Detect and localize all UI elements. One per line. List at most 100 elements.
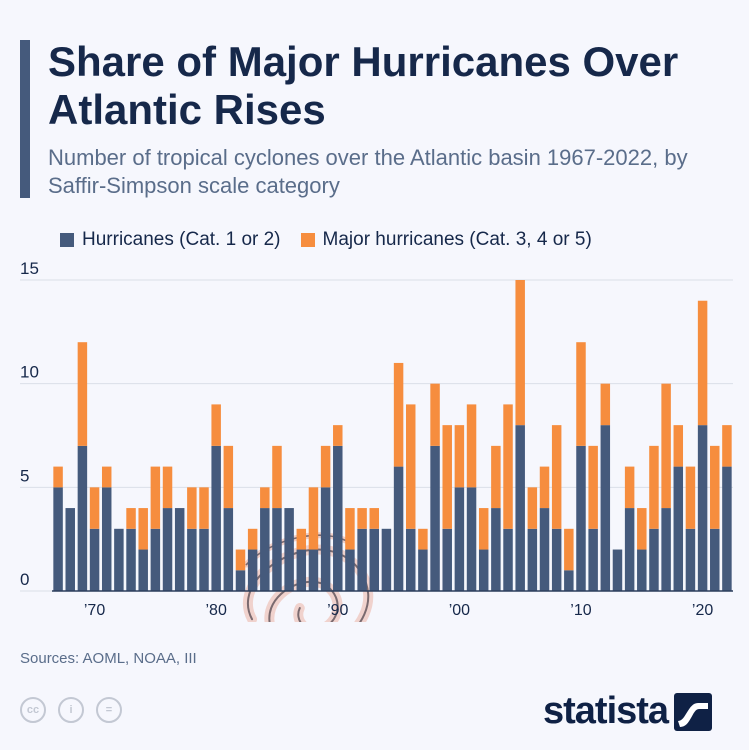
bar-hurricanes-1993 [369,528,380,591]
bar-major-2021 [710,445,720,529]
bar-major-1978 [187,487,197,529]
bar-hurricanes-2000 [454,487,465,591]
bar-hurricanes-1984 [260,508,270,591]
bar-hurricanes-1980 [211,445,221,591]
bar-hurricanes-1968 [65,508,75,591]
x-tick-label: ’10 [570,602,591,619]
attribution-icon[interactable]: i [58,697,84,723]
legend-label-major: Major hurricanes (Cat. 3, 4 or 5) [322,229,592,250]
legend: Hurricanes (Cat. 1 or 2) Major hurricane… [60,228,612,252]
bar-major-1973 [126,508,136,529]
chart-bars [53,280,732,591]
bar-major-1976 [162,466,173,509]
bar-major-2014 [624,466,635,509]
bar-hurricanes-1992 [357,528,367,591]
bar-hurricanes-1990 [333,445,343,591]
bar-hurricanes-2003 [491,508,501,591]
bar-hurricanes-2002 [478,549,489,591]
bar-hurricanes-1988 [308,549,319,591]
title-accent-bar [20,40,30,198]
bar-major-2015 [637,508,647,550]
bar-major-1967 [53,466,63,488]
bar-hurricanes-1967 [53,487,63,591]
bar-hurricanes-2004 [503,528,513,591]
bar-major-2007 [539,466,550,509]
no-derivatives-icon[interactable]: = [96,697,122,723]
bar-major-1982 [235,549,246,571]
bar-major-2019 [685,466,696,529]
bar-hurricanes-1969 [77,445,88,591]
bar-major-1997 [418,528,428,550]
x-tick-label: ’00 [449,602,470,619]
bar-major-2022 [722,425,732,467]
x-tick-label: ’80 [205,602,226,619]
bar-major-1975 [150,466,161,529]
bar-hurricanes-1995 [393,466,404,591]
bar-major-1992 [357,508,367,529]
bar-major-1988 [308,487,319,550]
bar-major-1990 [333,425,343,446]
bar-major-1991 [345,508,355,550]
y-tick-label: 15 [20,262,39,278]
bar-hurricanes-1997 [418,549,428,591]
bar-major-2001 [466,404,477,488]
bar-major-2010 [576,342,586,446]
statista-logo[interactable]: statista [543,690,713,733]
bar-major-1993 [369,508,380,529]
bar-hurricanes-1994 [381,528,392,591]
legend-swatch-hurricanes [60,233,74,247]
bar-major-1980 [211,404,221,446]
bar-major-1974 [138,508,148,550]
bar-major-1989 [320,445,331,488]
bar-hurricanes-2010 [576,445,586,591]
bar-hurricanes-1999 [442,528,452,591]
y-axis: 0 5 10 15 [20,262,39,589]
bar-hurricanes-1989 [320,487,331,591]
bar-major-2005 [515,280,525,426]
bar-major-1969 [77,342,88,446]
bar-major-2008 [551,425,562,529]
bar-major-2006 [527,487,538,529]
bar-major-2003 [491,445,501,509]
bar-hurricanes-1982 [235,570,246,591]
legend-label-hurricanes: Hurricanes (Cat. 1 or 2) [82,229,281,250]
x-tick-label: ’20 [692,602,713,619]
bar-hurricanes-1981 [223,508,234,591]
bar-hurricanes-1991 [345,549,355,591]
bar-hurricanes-1979 [199,528,209,591]
bar-major-2016 [649,445,659,529]
legend-item-hurricanes: Hurricanes (Cat. 1 or 2) [60,229,281,251]
bar-hurricanes-1987 [296,549,307,591]
bar-major-1985 [272,445,282,509]
bar-hurricanes-1971 [101,487,112,591]
legend-item-major: Major hurricanes (Cat. 3, 4 or 5) [300,229,592,251]
chart-title: Share of Major Hurricanes Over Atlantic … [48,38,679,133]
bar-major-2004 [503,404,513,529]
bar-major-2012 [600,383,611,426]
bar-hurricanes-1978 [187,528,197,591]
bar-major-1996 [405,404,416,529]
bar-major-1987 [296,528,307,550]
bar-hurricanes-2017 [661,508,671,591]
x-axis: ’70 ’80 ’90 ’00 ’10 ’20 [52,590,733,619]
bar-major-1983 [247,528,258,550]
bar-major-2011 [588,445,598,529]
bar-major-2020 [697,300,708,426]
bar-major-1999 [442,425,452,529]
bar-hurricanes-2015 [637,549,647,591]
bar-hurricanes-2019 [685,528,696,591]
bar-hurricanes-1983 [247,549,258,591]
bar-hurricanes-2018 [673,466,684,591]
license-icons: cc i = [20,697,134,723]
bar-hurricanes-2011 [588,528,598,591]
bar-major-2002 [478,508,489,550]
bar-hurricanes-2001 [466,487,477,591]
bar-hurricanes-2020 [697,425,708,591]
statista-logo-text: statista [543,690,669,732]
bar-major-1995 [393,362,404,467]
bar-hurricanes-1973 [126,528,136,591]
x-tick-label: ’90 [327,602,348,619]
creative-commons-icon[interactable]: cc [20,697,46,723]
bar-hurricanes-1970 [89,528,100,591]
bar-hurricanes-2014 [624,508,635,591]
